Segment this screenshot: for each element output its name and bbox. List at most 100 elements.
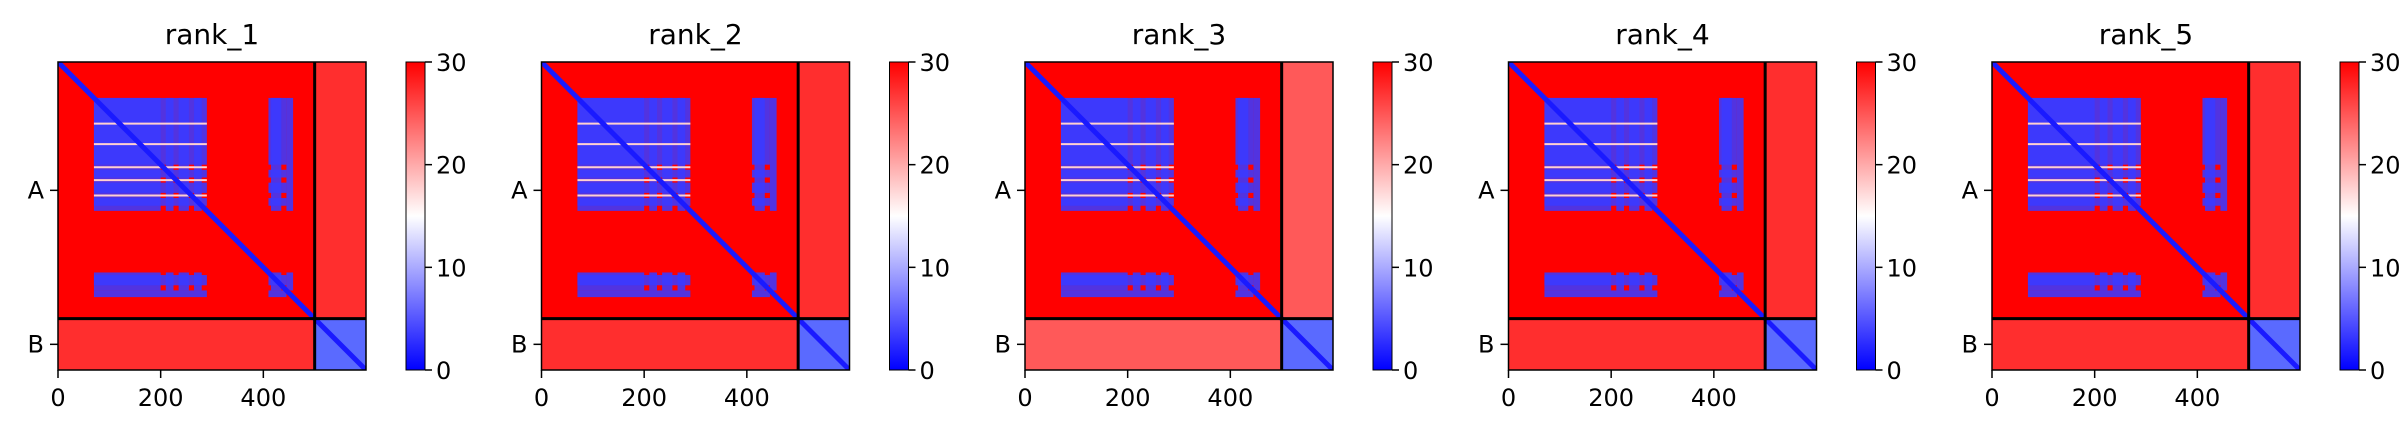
colorbar-tick-label: 30	[2370, 49, 2401, 77]
x-tick-label: 200	[2072, 384, 2118, 412]
heatmap-block	[1644, 97, 1653, 211]
heatmap-block	[165, 97, 174, 211]
heatmap-block	[194, 97, 202, 211]
colorbar-tick-label: 0	[920, 357, 935, 385]
heatmap-interchain	[1025, 318, 1282, 370]
colorbar-tick-label: 10	[1403, 254, 1434, 282]
colorbar-tick-label: 30	[1887, 49, 1918, 77]
colorbar	[2339, 61, 2360, 371]
heatmap	[541, 62, 850, 370]
heatmap-block	[577, 169, 691, 178]
heatmap-block	[271, 97, 282, 211]
heatmap-block	[1616, 97, 1624, 211]
heatmap-block	[2220, 97, 2228, 211]
axes-frame	[540, 61, 851, 371]
heatmap-block	[1145, 97, 1156, 211]
x-tick-label: 400	[1207, 384, 1253, 412]
y-tick-label: B	[1962, 330, 1978, 358]
heatmap-interchain	[1281, 62, 1333, 319]
panel-title: rank_2	[648, 18, 742, 51]
heatmap-block	[2027, 169, 2141, 178]
heatmap-block	[2128, 97, 2136, 211]
heatmap-block	[1721, 97, 1732, 211]
y-tick-label: A	[1478, 176, 1495, 204]
heatmap-interchain	[541, 318, 799, 370]
heatmap-block	[1736, 272, 1744, 291]
colorbar	[1372, 61, 1393, 371]
heatmap-interchain	[1992, 318, 2249, 370]
x-tick-label: 0	[1984, 384, 1999, 412]
heatmap-interchain	[798, 62, 850, 319]
heatmap-block	[2027, 182, 2141, 193]
axes-frame	[1991, 61, 2301, 371]
heatmap-interchain	[1765, 62, 1817, 319]
heatmap	[1992, 62, 2300, 370]
x-tick-label: 200	[1105, 384, 1151, 412]
axes-frame	[57, 61, 367, 371]
colorbar-tick-label: 0	[1403, 357, 1418, 385]
heatmap-block	[2202, 290, 2221, 298]
heatmap-block	[662, 97, 673, 211]
heatmap-block	[2205, 97, 2216, 211]
heatmap-block	[677, 97, 686, 211]
heatmap-block	[1060, 169, 1174, 178]
heatmap-interchain	[2248, 62, 2300, 319]
colorbar-tick-label: 20	[920, 152, 951, 180]
heatmap-block	[2112, 97, 2123, 211]
x-tick-label: 200	[138, 384, 184, 412]
heatmap-interchain	[58, 318, 315, 370]
x-tick-label: 0	[1017, 384, 1032, 412]
heatmap-interchain	[314, 62, 366, 319]
panel-title: rank_4	[1615, 18, 1709, 51]
heatmap-block	[1544, 169, 1658, 178]
heatmap-block	[93, 182, 207, 193]
y-tick-label: A	[995, 176, 1012, 204]
heatmap-block	[754, 97, 765, 211]
x-tick-label: 0	[534, 384, 549, 412]
heatmap-block	[769, 272, 777, 291]
heatmap-block	[1544, 182, 1658, 193]
heatmap-block	[1060, 198, 1174, 206]
colorbar-tick-label: 30	[920, 49, 951, 77]
colorbar	[405, 61, 426, 371]
heatmap-block	[1235, 290, 1254, 298]
colorbar-tick-label: 10	[2370, 254, 2401, 282]
heatmap-block	[286, 97, 294, 211]
x-tick-label: 400	[2174, 384, 2220, 412]
heatmap-block	[93, 198, 207, 206]
x-tick-label: 400	[724, 384, 770, 412]
x-tick-label: 0	[50, 384, 65, 412]
colorbar-tick-label: 0	[436, 357, 451, 385]
heatmap-block	[93, 275, 207, 286]
colorbar	[889, 61, 909, 371]
heatmap-block	[577, 275, 691, 286]
panel-title: rank_3	[1132, 18, 1226, 51]
heatmap	[58, 62, 366, 370]
panel-title: rank_1	[165, 18, 259, 51]
colorbar-tick-label: 10	[1887, 254, 1918, 282]
heatmap-block	[1060, 275, 1174, 286]
heatmap-block	[1060, 290, 1174, 298]
heatmap-block	[2220, 272, 2228, 291]
colorbar-tick-label: 0	[2370, 357, 2385, 385]
y-tick-label: B	[1478, 330, 1494, 358]
x-tick-label: 200	[1588, 384, 1634, 412]
heatmap-block	[1718, 290, 1737, 298]
colorbar-tick-label: 20	[436, 152, 467, 180]
heatmap-block	[1238, 97, 1249, 211]
heatmap-block	[178, 97, 189, 211]
heatmap-block	[2027, 275, 2141, 286]
heatmap-interchain	[1508, 318, 1766, 370]
heatmap-block	[2027, 290, 2141, 298]
y-tick-label: B	[511, 330, 527, 358]
y-tick-label: B	[28, 330, 44, 358]
heatmap-block	[1544, 198, 1658, 206]
y-tick-label: A	[511, 176, 528, 204]
colorbar-tick-label: 20	[1403, 152, 1434, 180]
axes-frame	[1024, 61, 1334, 371]
